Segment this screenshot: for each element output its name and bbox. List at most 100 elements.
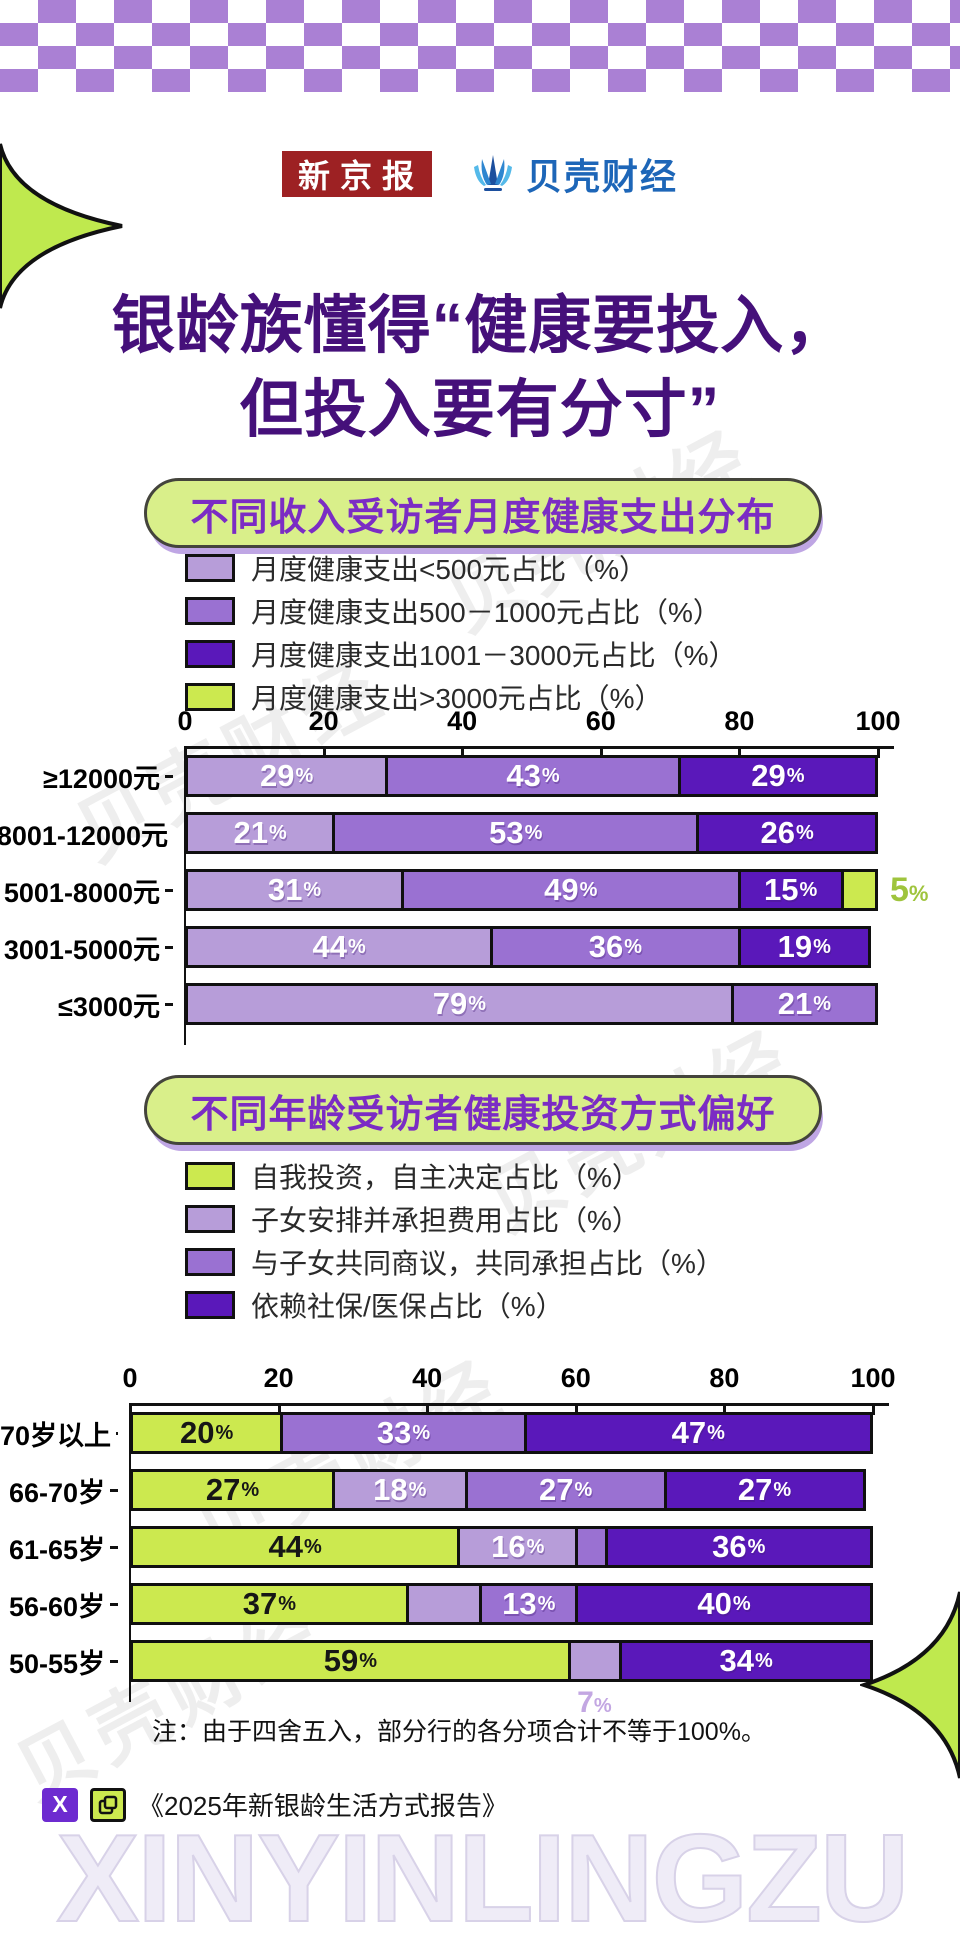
legend-label: 月度健康支出500－1000元占比（%）: [251, 597, 721, 628]
stacked-bar: 21% 53% 26%: [185, 812, 878, 854]
segment-value: 21: [777, 986, 813, 1021]
segment-value: 44: [268, 1529, 303, 1564]
legend-label: 子女安排并承担费用占比（%）: [251, 1205, 640, 1236]
x-badge-icon: X: [42, 1787, 78, 1822]
segment-percent-sign: %: [303, 878, 322, 901]
segment-value: 15: [763, 872, 799, 907]
y-axis-spine: [184, 746, 186, 1045]
bar-segment: 26%: [696, 815, 875, 851]
chart-1-legend: 月度健康支出<500元占比（%） 月度健康支出500－1000元占比（%） 月度健康…: [185, 552, 736, 724]
bar-segment: 53%: [332, 815, 697, 851]
axis-tick: [738, 749, 742, 758]
bar-segment: 13%: [479, 1586, 576, 1622]
segment-percent-sign: %: [786, 764, 805, 787]
segment-value: 27: [205, 1472, 241, 1507]
axis-tick: [872, 1406, 875, 1415]
legend-row: 自我投资，自主决定占比（%）: [185, 1160, 724, 1193]
segment-value: 21: [233, 815, 268, 850]
diagonal-watermark: 贝壳财经: [3, 1585, 340, 1819]
bar-segment: 27%: [663, 1472, 863, 1508]
segment-value: 16: [491, 1529, 526, 1564]
axis-tick-label: 80: [709, 1363, 740, 1393]
bar-segment: 49%: [400, 872, 738, 908]
bar-segment: 21%: [730, 986, 875, 1022]
checker-pattern-header: [0, 0, 960, 92]
segment-value: 18: [373, 1472, 408, 1507]
row-label: ≥12000元: [0, 755, 173, 797]
segment-percent-sign: %: [813, 935, 831, 958]
bar-segment: 44%: [133, 1529, 458, 1565]
legend-swatch: [185, 1205, 235, 1233]
segment-percent-sign: %: [813, 992, 831, 1015]
axis-tick-label: 40: [412, 1363, 443, 1393]
legend-label: 月度健康支出<500元占比（%）: [251, 554, 647, 585]
row-tick-dash: [110, 1659, 118, 1663]
row-label: 3001-5000元: [0, 926, 173, 968]
segment-percent-sign: %: [241, 1478, 260, 1501]
legend-swatch: [185, 1162, 235, 1190]
segment-percent-sign: %: [215, 1421, 234, 1444]
legend-swatch: [185, 554, 235, 582]
bar-row: 50-55岁 7% 59% 34%: [0, 1640, 960, 1719]
page-title-line1: 银龄族懂得“健康要投入，: [111, 291, 849, 361]
segment-value: 59: [323, 1643, 359, 1678]
bar-row: 56-60岁 37% 13% 40%: [0, 1583, 960, 1625]
segment-value: 43: [506, 758, 541, 793]
segment-value: 33: [376, 1415, 412, 1450]
bar-segment: 20%: [133, 1415, 281, 1451]
legend-label: 自我投资，自主决定占比（%）: [251, 1162, 640, 1193]
segment-percent-sign: %: [347, 935, 366, 958]
segment-percent-sign: %: [468, 992, 486, 1015]
x-axis-line: [130, 1403, 889, 1406]
beike-finance-logo: 贝壳财经: [470, 148, 678, 200]
bar-row: 61-65岁 44% 16% 36%: [0, 1526, 960, 1568]
bar-segment: 40%: [575, 1586, 870, 1622]
stacked-bar: 27% 18% 27% 27%: [130, 1469, 866, 1511]
bar-segment: 15%: [737, 872, 841, 908]
legend-label: 月度健康支出>3000元占比（%）: [251, 683, 663, 714]
axis-tick: [574, 1406, 578, 1415]
segment-percent-sign: %: [295, 764, 314, 787]
shell-fan-icon: [473, 155, 512, 191]
segment-value: 29: [259, 758, 295, 793]
segment-value: 36: [712, 1529, 747, 1564]
axis-tick-label: 100: [850, 1363, 896, 1393]
segment-percent-sign: %: [747, 1535, 766, 1558]
row-tick-dash: [165, 945, 173, 949]
segment-percent-sign: %: [624, 935, 643, 958]
bar-segment: 37%: [133, 1586, 406, 1622]
bar-segment: 29%: [188, 758, 386, 794]
legend-row: 月度健康支出>3000元占比（%）: [185, 681, 736, 714]
axis-tick: [877, 749, 880, 758]
beike-logo-text: 贝壳财经: [525, 156, 678, 197]
segment-value: 47: [671, 1415, 707, 1450]
segment-percent-sign: %: [537, 1592, 556, 1615]
stacked-bar: 29% 43% 29%: [185, 755, 878, 797]
bar-segment: 18%: [331, 1472, 465, 1508]
segment-outside-label: 5%: [890, 871, 929, 909]
row-label: 66-70岁: [0, 1469, 118, 1511]
axis-tick: [322, 749, 326, 758]
logo-row: 新京报 贝壳财经: [0, 150, 960, 198]
segment-value: 20: [180, 1415, 215, 1450]
stacked-bar: 31% 49% 15%: [185, 869, 878, 911]
stacked-bar: 20% 33% 47%: [130, 1412, 873, 1454]
bar-segment: 16%: [457, 1529, 576, 1565]
row-label: 70岁以上: [0, 1412, 118, 1454]
bottom-watermark-text: XINYINLINGZU: [56, 1809, 911, 1935]
axis-tick-label: 100: [855, 706, 901, 736]
bar-segment: 33%: [280, 1415, 524, 1451]
legend-swatch: [185, 1248, 235, 1276]
legend-row: 子女安排并承担费用占比（%）: [185, 1203, 724, 1236]
segment-percent-sign: %: [278, 1592, 296, 1615]
row-tick-dash: [165, 1002, 173, 1006]
xinjingbao-logo: 新京报: [281, 151, 432, 197]
segment-percent-sign: %: [268, 821, 287, 844]
segment-percent-sign: %: [799, 878, 818, 901]
legend-swatch: [185, 597, 235, 625]
segment-percent-sign: %: [408, 1478, 427, 1501]
row-label: 8001-12000元: [0, 820, 168, 851]
segment-value: 26: [760, 815, 796, 850]
bar-row: 70岁以上 20% 33% 47%: [0, 1412, 960, 1454]
row-tick-dash: [110, 1602, 118, 1606]
